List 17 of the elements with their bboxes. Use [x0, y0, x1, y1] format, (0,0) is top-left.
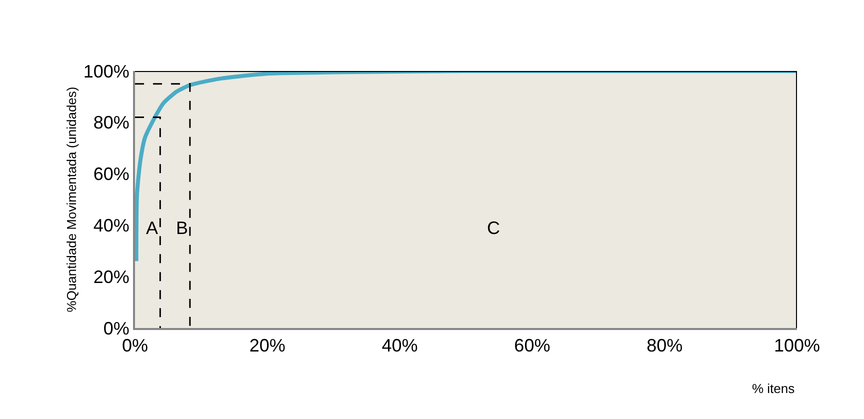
x-axis-title: % itens: [752, 381, 796, 396]
y-tick-label: 40%: [93, 216, 130, 236]
annotation: C: [487, 218, 500, 238]
x-tick-label: 80%: [646, 336, 683, 356]
annotation: A: [146, 218, 158, 238]
x-tick-label: 60%: [514, 336, 550, 356]
y-tick-label: 0%: [103, 318, 130, 338]
x-tick-label: 40%: [382, 336, 418, 356]
y-tick-label: 20%: [93, 266, 130, 287]
y-axis-title: %Quantidade Movimentada (unidades): [64, 86, 79, 312]
x-tick-label: 20%: [249, 336, 286, 356]
x-tick-label: 100%: [774, 336, 820, 356]
y-tick-label: 80%: [93, 112, 130, 133]
x-tick-label: 0%: [122, 336, 148, 356]
y-tick-label: 100%: [83, 61, 130, 82]
annotation: B: [176, 218, 188, 238]
y-tick-label: 60%: [93, 164, 130, 184]
